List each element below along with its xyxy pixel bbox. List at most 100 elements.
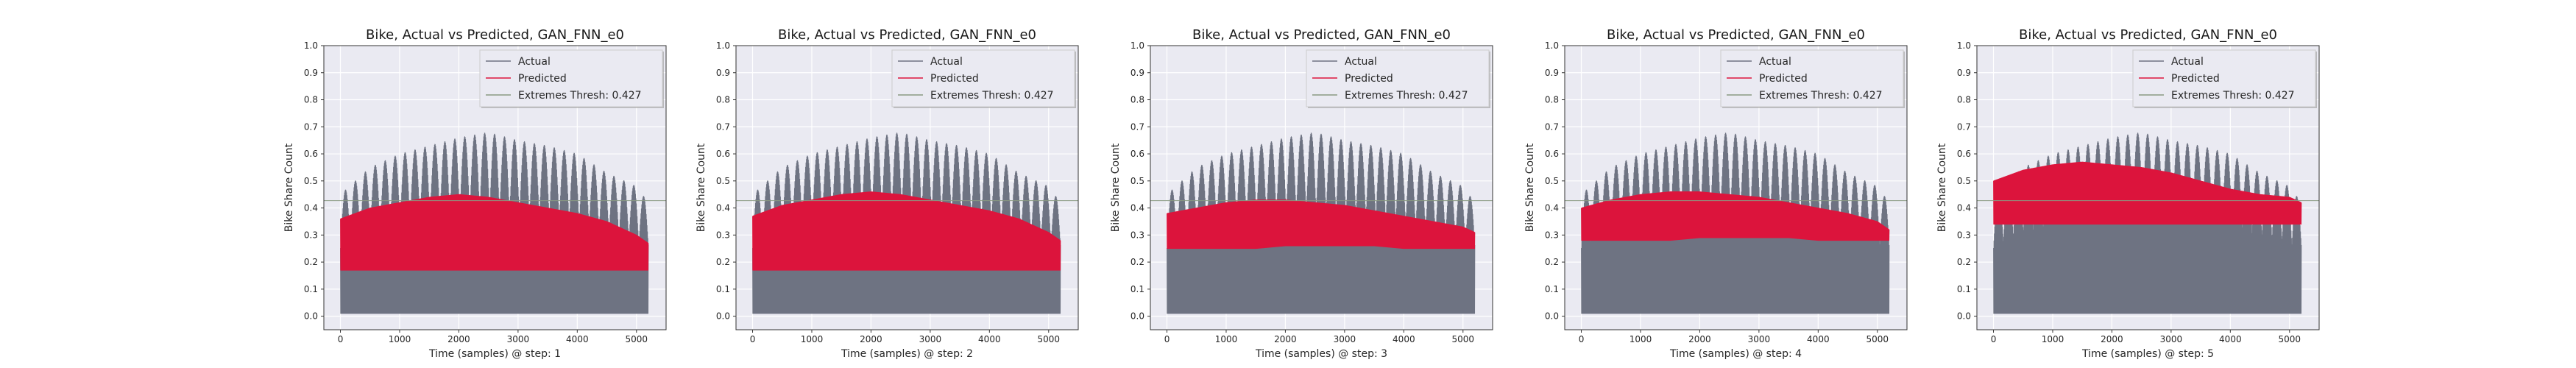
x-tick-label: 0: [750, 334, 756, 344]
y-tick-label: 0.1: [1957, 284, 1971, 294]
y-tick-label: 0.5: [716, 176, 730, 186]
y-tick-label: 1.0: [304, 40, 318, 51]
x-tick-label: 4000: [1393, 334, 1415, 344]
y-tick-label: 0.3: [1957, 230, 1971, 240]
y-axis-label: Bike Share Count: [1110, 143, 1122, 232]
y-tick-label: 0.0: [1130, 311, 1144, 322]
legend: Actual Predicted Extremes Thresh: 0.427: [2132, 49, 2317, 108]
y-tick-label: 0.7: [304, 121, 318, 132]
y-tick-label: 0.3: [304, 230, 318, 240]
x-tick-label: 4000: [566, 334, 589, 344]
y-tick-label: 0.6: [1130, 149, 1144, 159]
y-tick-label: 0.3: [1545, 230, 1559, 240]
y-tick-label: 1.0: [1130, 40, 1144, 51]
y-axis-label: Bike Share Count: [696, 143, 707, 232]
y-tick-label: 0.8: [1957, 95, 1971, 105]
y-tick-label: 0.0: [304, 311, 318, 322]
x-tick-label: 5000: [626, 334, 648, 344]
chart-panel-4: 0 1000 2000 3000 4000 5000 0.0 0.1 0.2 0.3 0.4 0.5 0…: [1524, 27, 1908, 360]
data-region: [736, 132, 1078, 314]
legend-predicted-label: Predicted: [1759, 73, 1808, 85]
x-axis-label: Time (samples) @ step: 2: [841, 348, 973, 360]
x-tick-label: 1000: [389, 334, 411, 344]
y-tick-label: 0.7: [1957, 121, 1971, 132]
x-tick-label: 2000: [447, 334, 470, 344]
x-tick-label: 0: [1991, 334, 1997, 344]
predicted-series-line: [1167, 199, 1476, 250]
x-tick-label: 3000: [919, 334, 942, 344]
y-tick-label: 0.2: [1130, 257, 1144, 267]
x-tick-label: 3000: [1748, 334, 1771, 344]
chart-panel-1: 0 1000 2000 3000 4000 5000 0.0 0.1 0.2 0.3 0.4 0.5 0…: [283, 27, 667, 360]
data-region: [1150, 132, 1493, 314]
predicted-series-line: [752, 191, 1061, 271]
y-tick-label: 0.0: [1957, 311, 1971, 322]
y-tick-label: 0.2: [716, 257, 730, 267]
chart-title: Bike, Actual vs Predicted, GAN_FNN_e0: [366, 27, 624, 43]
y-tick-label: 0.6: [1545, 149, 1559, 159]
y-tick-label: 0.8: [304, 95, 318, 105]
plot-frame: [1976, 45, 2320, 330]
y-tick-label: 0.1: [1130, 284, 1144, 294]
legend-actual-label: Actual: [1759, 56, 1791, 68]
x-tick-label: 1000: [1215, 334, 1238, 344]
x-axis-label: Time (samples) @ step: 5: [2081, 348, 2214, 360]
y-tick-label: 0.7: [1545, 121, 1559, 132]
x-axis-label: Time (samples) @ step: 1: [428, 348, 561, 360]
y-tick-label: 0.5: [1957, 176, 1971, 186]
x-axis-label: Time (samples) @ step: 3: [1255, 348, 1387, 360]
actual-series-line: [1581, 132, 1890, 314]
x-tick-label: 1000: [1630, 334, 1652, 344]
y-tick-label: 0.0: [1545, 311, 1559, 322]
y-tick-label: 0.4: [716, 203, 730, 213]
data-region: [324, 132, 666, 314]
legend-predicted-label: Predicted: [1345, 73, 1393, 85]
x-tick-label: 4000: [2219, 334, 2242, 344]
y-tick-label: 0.3: [716, 230, 730, 240]
y-tick-label: 0.1: [1545, 284, 1559, 294]
x-tick-label: 3000: [2160, 334, 2183, 344]
legend-threshold-label: Extremes Thresh: 0.427: [518, 90, 642, 102]
x-tick-label: 3000: [1334, 334, 1356, 344]
x-tick-label: 2000: [860, 334, 882, 344]
y-tick-label: 0.9: [304, 68, 318, 78]
plot-frame: [1564, 45, 1908, 330]
y-tick-label: 0.2: [1545, 257, 1559, 267]
legend-actual-label: Actual: [1345, 56, 1377, 68]
legend-actual-label: Actual: [2171, 56, 2204, 68]
chart-title: Bike, Actual vs Predicted, GAN_FNN_e0: [778, 27, 1036, 43]
x-tick-label: 4000: [1807, 334, 1830, 344]
y-tick-label: 0.4: [1130, 203, 1144, 213]
legend-threshold-label: Extremes Thresh: 0.427: [930, 90, 1054, 102]
x-tick-label: 4000: [978, 334, 1001, 344]
plot-frame: [323, 45, 667, 330]
x-tick-label: 5000: [1866, 334, 1889, 344]
y-tick-label: 0.9: [716, 68, 730, 78]
y-axis-label: Bike Share Count: [283, 143, 295, 232]
x-tick-label: 2000: [1274, 334, 1297, 344]
x-tick-label: 0: [338, 334, 344, 344]
legend-threshold-label: Extremes Thresh: 0.427: [1759, 90, 1883, 102]
legend: Actual Predicted Extremes Thresh: 0.427: [1306, 49, 1490, 108]
y-tick-label: 0.4: [1545, 203, 1559, 213]
chart-panel-5: 0 1000 2000 3000 4000 5000 0.0 0.1 0.2 0.3 0.4 0.5 0…: [1936, 27, 2320, 360]
legend-threshold-label: Extremes Thresh: 0.427: [1345, 90, 1468, 102]
chart-title: Bike, Actual vs Predicted, GAN_FNN_e0: [2019, 27, 2277, 43]
legend-actual-label: Actual: [930, 56, 963, 68]
legend-threshold-label: Extremes Thresh: 0.427: [2171, 90, 2295, 102]
y-axis-label: Bike Share Count: [1524, 143, 1536, 232]
y-tick-label: 0.3: [1130, 230, 1144, 240]
y-tick-label: 0.1: [304, 284, 318, 294]
legend: Actual Predicted Extremes Thresh: 0.427: [891, 49, 1076, 108]
y-tick-label: 0.5: [1545, 176, 1559, 186]
x-tick-label: 5000: [1452, 334, 1475, 344]
legend-predicted-label: Predicted: [2171, 73, 2220, 85]
x-tick-label: 1000: [2042, 334, 2064, 344]
y-tick-label: 0.2: [304, 257, 318, 267]
y-tick-label: 1.0: [716, 40, 730, 51]
y-tick-label: 0.9: [1957, 68, 1971, 78]
y-axis-label: Bike Share Count: [1936, 143, 1948, 232]
x-tick-label: 3000: [507, 334, 530, 344]
legend: Actual Predicted Extremes Thresh: 0.427: [479, 49, 664, 108]
y-tick-label: 0.2: [1957, 257, 1971, 267]
